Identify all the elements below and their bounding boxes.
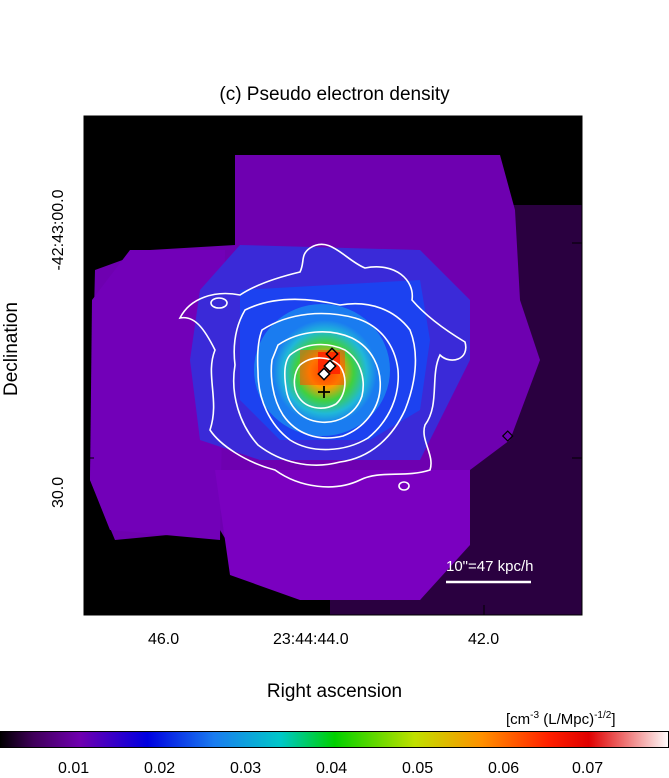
- density-map: [84, 116, 582, 615]
- colorbar-tick-label: 0.07: [572, 760, 604, 777]
- unit-part: [cm: [506, 711, 531, 728]
- colorbar-tick-label: 0.03: [230, 760, 262, 777]
- colorbar-tick-label: 0.05: [402, 760, 434, 777]
- x-tick-label: 23:44:44.0: [273, 631, 349, 648]
- cross-marker: [318, 386, 330, 398]
- unit-part: (L/Mpc): [539, 711, 595, 728]
- unit-exponent: -3: [530, 710, 540, 721]
- source-markers: [317, 347, 514, 442]
- colorbar: [0, 731, 669, 748]
- x-tick-label: 46.0: [148, 631, 180, 648]
- diamond-marker: [501, 430, 514, 442]
- diamond-marker: [325, 347, 339, 361]
- axes-frame: [83, 115, 583, 616]
- x-tick-label: 42.0: [468, 631, 500, 648]
- colorbar-tick-label: 0.06: [488, 760, 520, 777]
- diamond-marker: [317, 367, 331, 381]
- y-tick-label: -42:43:00.0: [50, 189, 67, 271]
- y-axis-label-text: Declination: [1, 302, 22, 396]
- contour-overlay: [178, 243, 467, 491]
- y-tick-label: 30.0: [50, 476, 67, 508]
- colorbar-tick-label: 0.01: [58, 760, 90, 777]
- colorbar-tick-label: 0.02: [144, 760, 176, 777]
- unit-part: ]: [611, 711, 616, 728]
- unit-exponent: -1/2: [594, 710, 612, 721]
- x-axis-label: Right ascension: [266, 681, 403, 702]
- scale-bar-label: 10"=47 kpc/h: [446, 558, 534, 575]
- y-axis-label: Declination: [1, 302, 23, 396]
- chart-title: (c) Pseudo electron density: [219, 84, 450, 105]
- diamond-marker: [323, 359, 337, 373]
- colorbar-tick-label: 0.04: [316, 760, 348, 777]
- colorbar-unit-label: [cm-3 (L/Mpc)-1/2]: [506, 710, 616, 728]
